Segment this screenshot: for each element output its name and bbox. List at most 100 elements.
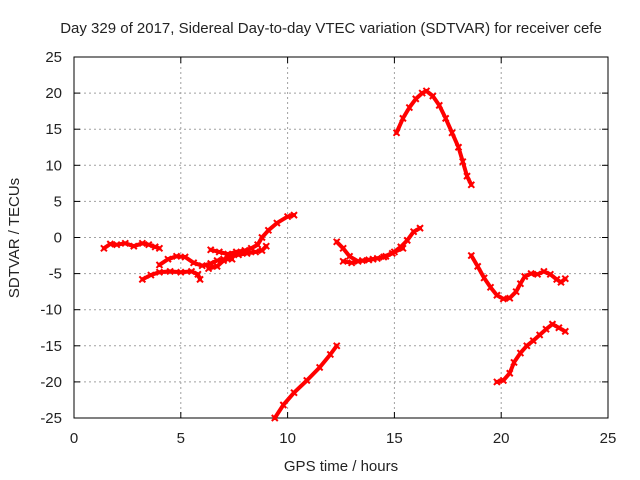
data-point xyxy=(273,219,281,227)
x-tick-label: 25 xyxy=(600,430,617,447)
data-point xyxy=(215,248,223,256)
data-point xyxy=(247,244,255,253)
data-point xyxy=(448,129,456,137)
data-point xyxy=(138,275,147,284)
data-point xyxy=(535,331,544,339)
data-point xyxy=(219,256,228,265)
data-point xyxy=(113,241,121,249)
data-point xyxy=(561,327,569,336)
data-point xyxy=(347,259,356,267)
data-point xyxy=(290,211,298,219)
data-point xyxy=(506,294,514,302)
data-point xyxy=(155,261,164,269)
data-point xyxy=(106,240,115,248)
data-point xyxy=(390,248,399,256)
data-point xyxy=(473,262,482,271)
data-point xyxy=(333,342,341,350)
data-point xyxy=(206,246,215,254)
data-point xyxy=(204,264,213,273)
data-point xyxy=(480,274,488,282)
y-tick-label: 0 xyxy=(54,230,62,247)
data-point xyxy=(527,269,535,278)
y-tick-label: 5 xyxy=(54,193,62,210)
data-point xyxy=(315,363,324,372)
data-point xyxy=(145,241,153,249)
series-1 xyxy=(138,267,204,284)
data-point xyxy=(435,101,443,110)
data-point xyxy=(467,251,476,260)
data-point xyxy=(241,246,249,255)
data-point xyxy=(416,224,424,232)
series-10 xyxy=(493,320,569,386)
data-series xyxy=(100,87,569,422)
data-point xyxy=(520,272,529,281)
data-point xyxy=(369,255,377,263)
data-point xyxy=(339,257,347,266)
series-8 xyxy=(392,87,476,189)
data-point xyxy=(138,239,147,247)
data-point xyxy=(546,270,555,279)
data-point xyxy=(516,280,525,288)
data-point xyxy=(271,414,279,422)
data-point xyxy=(283,212,292,221)
data-point xyxy=(121,239,129,247)
data-point xyxy=(493,378,501,386)
data-point xyxy=(392,129,401,137)
y-tick-label: -10 xyxy=(40,302,62,319)
x-tick-label: 10 xyxy=(279,430,296,447)
data-point xyxy=(533,270,542,279)
y-tick-label: 20 xyxy=(45,85,62,102)
data-point xyxy=(523,342,531,350)
data-point xyxy=(516,349,525,357)
data-point xyxy=(181,253,189,261)
data-point xyxy=(540,267,548,276)
data-point xyxy=(345,252,354,260)
series-9 xyxy=(467,251,569,303)
data-point xyxy=(147,271,155,279)
data-point xyxy=(232,248,241,256)
series-4 xyxy=(206,211,298,258)
x-tick-label: 5 xyxy=(177,430,185,447)
data-point xyxy=(486,283,495,292)
data-point xyxy=(224,250,232,258)
x-tick-label: 0 xyxy=(70,430,78,447)
grid xyxy=(74,57,608,418)
y-tick-label: -25 xyxy=(40,410,62,427)
x-tick-label: 15 xyxy=(386,430,403,447)
data-point xyxy=(548,320,557,328)
data-point xyxy=(333,238,341,246)
data-point xyxy=(454,143,463,151)
data-point xyxy=(166,267,174,276)
data-point xyxy=(258,233,266,242)
y-tick-label: -15 xyxy=(40,338,62,355)
data-point xyxy=(561,274,569,283)
data-point xyxy=(262,242,270,250)
data-point xyxy=(100,244,108,253)
data-point xyxy=(290,389,298,397)
data-point xyxy=(189,259,198,267)
data-point xyxy=(155,244,164,253)
data-point xyxy=(164,255,172,263)
data-point xyxy=(187,267,196,276)
data-point xyxy=(422,87,431,95)
data-point xyxy=(409,228,418,236)
data-point xyxy=(499,295,508,303)
data-point xyxy=(196,275,204,284)
data-point xyxy=(463,172,471,180)
data-point xyxy=(213,262,221,271)
y-tick-label: -5 xyxy=(49,266,62,283)
data-point xyxy=(499,376,508,385)
data-point xyxy=(512,287,520,296)
data-point xyxy=(418,89,426,97)
data-point xyxy=(339,244,347,253)
y-axis-label: SDTVAR / TECUs xyxy=(6,178,23,298)
y-tick-label: 25 xyxy=(45,49,62,66)
data-point xyxy=(529,337,537,345)
axis-ticks: 0 5 10 15 20 25 -25 -20 -15 -10 -5 0 5 10 15 20 25 xyxy=(40,49,616,447)
x-axis-label: GPS time / hours xyxy=(284,458,398,475)
data-point xyxy=(279,401,288,409)
data-point xyxy=(510,358,518,367)
chart-title: Day 329 of 2017, Sidereal Day-to-day VTE… xyxy=(60,20,602,37)
data-point xyxy=(380,253,388,261)
